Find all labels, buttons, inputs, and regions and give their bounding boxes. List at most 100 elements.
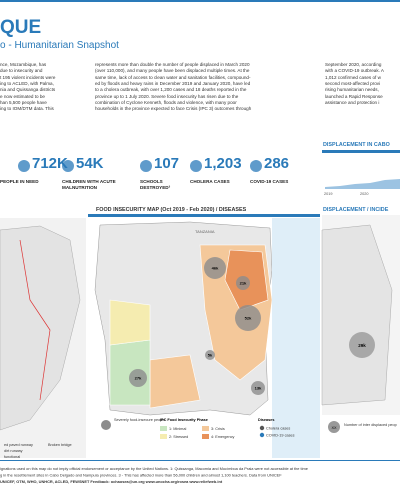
stat-value: 712K <box>32 155 68 172</box>
left-legend: ed paved runway Broken bridge dirt runway f… <box>4 443 72 459</box>
paragraph-line: September 2020, according <box>325 62 382 67</box>
paragraph-line: (over 110,000), and many people have bee… <box>95 68 250 74</box>
legend-text: functional <box>4 455 20 459</box>
stat-label: PEOPLE IN NEED <box>0 179 39 184</box>
left-map-land <box>0 225 81 431</box>
paragraph-line: 1,012 confirmed cases of w <box>325 74 381 80</box>
bubble-label: 21k <box>240 281 247 286</box>
legend-text: 1: Minimal <box>169 427 186 431</box>
footer-rule <box>0 460 400 461</box>
stat-value: 107 <box>154 155 180 172</box>
footer-line: ignations used on this map do not imply … <box>0 466 308 471</box>
paragraph-line: combination of Cyclone Kenneth, floods a… <box>95 99 237 105</box>
bubbles: 46k 21k 52k 5k 13k 27k <box>129 257 265 395</box>
legend-marker: XX <box>331 426 337 430</box>
paragraph-line: han 5,500 people have <box>0 99 47 105</box>
map-title: FOOD INSECURITY MAP (Oct 2019 - Feb 2020… <box>96 207 247 213</box>
legend-text: Broken bridge <box>48 443 72 447</box>
legend-swatch <box>160 434 167 439</box>
paragraph-line: nce, Mozambique, has <box>0 62 47 67</box>
bubble-label: 13k <box>255 386 262 391</box>
footer: ignations used on this map do not imply … <box>0 466 308 484</box>
legend-bubble <box>328 421 340 433</box>
stat-icon <box>140 160 152 172</box>
paragraph-line: ed by floods and heavy rains in December… <box>95 80 251 86</box>
year-label: 2020 <box>360 192 368 196</box>
paragraph-line: rising humanitarian needs, <box>325 87 379 93</box>
food-insecure-bubble <box>251 381 265 395</box>
stat-label: SCHOOLS DESTROYED³ <box>140 179 171 190</box>
legend-title: Diseases <box>258 418 274 422</box>
paragraph-line: with a COVID-19 outbreak. A <box>325 68 384 74</box>
legend-swatch <box>160 426 167 431</box>
paragraph-line: to a cholera outbreak, with over 1,200 c… <box>95 87 247 93</box>
paragraph-line: province up to 1 July 2020. Severe food … <box>95 93 239 99</box>
right-rule <box>322 150 400 153</box>
bubble-label: 27k <box>135 376 142 381</box>
year-label: 2019 <box>324 192 332 196</box>
bubble-label: 29k <box>358 343 366 348</box>
legend-text: COVID-19 cases <box>266 434 295 438</box>
bubble-label: 5k <box>208 353 213 358</box>
stat-label: CHILDREN WITH ACUTE MALNUTRITION <box>62 179 116 190</box>
stat-icon <box>250 160 262 172</box>
stat-icon <box>18 160 30 172</box>
right-map-land <box>321 224 393 406</box>
footer-line: g in the resettlement sites in Cabo Delg… <box>0 473 282 478</box>
legend-bubble <box>101 420 111 430</box>
stat-value: 54K <box>76 155 104 172</box>
legend-text: Severely food-insecure people <box>114 418 165 422</box>
title: QUE <box>0 17 42 38</box>
paragraph-line: e now estimated to be <box>0 93 45 99</box>
subtitle: o - Humanitarian Snapshot <box>0 40 119 51</box>
paragraph-line: represents more than double the number o… <box>95 62 250 67</box>
paragraph-line: assistance and protection i <box>325 99 380 105</box>
paragraph-line: due to insecurity and <box>0 68 43 74</box>
food-insecure-bubble <box>204 257 226 279</box>
food-insecure-bubble <box>205 350 215 360</box>
legend-icon <box>259 425 265 431</box>
legend-swatch <box>202 434 209 439</box>
paragraph-line: second most-affected provi <box>325 80 381 86</box>
stat-icon <box>190 160 202 172</box>
legend-text: 2: Stressed <box>169 435 188 439</box>
ipc-stressed <box>109 299 151 346</box>
sea <box>272 218 320 458</box>
paragraph-line: launched a Rapid Response <box>325 93 383 99</box>
right-legend: Number of inter displaced peop <box>344 423 397 427</box>
stat-label: CHOLERA CASES <box>190 179 230 184</box>
stat-label: COVID-19 CASES <box>250 179 289 184</box>
paragraph-line: t 195 violent incidents were <box>0 74 56 80</box>
right-chart-title: DISPLACEMENT IN CABO <box>323 142 390 148</box>
paragraph-line: ing to IOM/DTM data. This <box>0 106 54 112</box>
legend-text: 3: Crisis <box>211 427 225 431</box>
displacement-bubble <box>349 332 375 358</box>
stat-value: 286 <box>264 155 290 172</box>
legend-text: Cholera cases <box>266 427 290 431</box>
legend-swatch <box>202 426 209 431</box>
paragraph-line: same time, lack of access to clean water… <box>95 74 251 80</box>
paragraph-line: households in the province expected to f… <box>95 106 252 112</box>
paragraph-line: nia and Quissanga districts <box>0 87 56 93</box>
legend-text: 4: Emergency <box>211 435 235 439</box>
legend-text: ed paved runway <box>4 443 33 447</box>
road <box>19 239 51 401</box>
country-label: TANZANIA <box>195 229 215 234</box>
food-insecure-bubble <box>236 276 250 290</box>
legend-text: dirt runway <box>4 449 23 453</box>
map-rule <box>88 214 320 217</box>
right-map-title: DISPLACEMENT / INCIDE <box>323 207 389 213</box>
legend-title: IPC Food Insecurity Phase <box>160 418 208 422</box>
legend-icon <box>259 432 265 438</box>
bubble-label: 46k <box>212 266 219 271</box>
paragraph-line: ing to ACLED, with Palma, <box>0 80 54 86</box>
food-insecure-bubble <box>129 369 147 387</box>
top-rule <box>0 0 400 2</box>
stat-icon <box>62 160 74 172</box>
food-insecure-bubble <box>235 305 261 331</box>
footer-line: UNICEF, OTM, WHO, UNHCR, ACLED, FEWSNET … <box>0 479 223 484</box>
chart-area <box>325 179 400 189</box>
